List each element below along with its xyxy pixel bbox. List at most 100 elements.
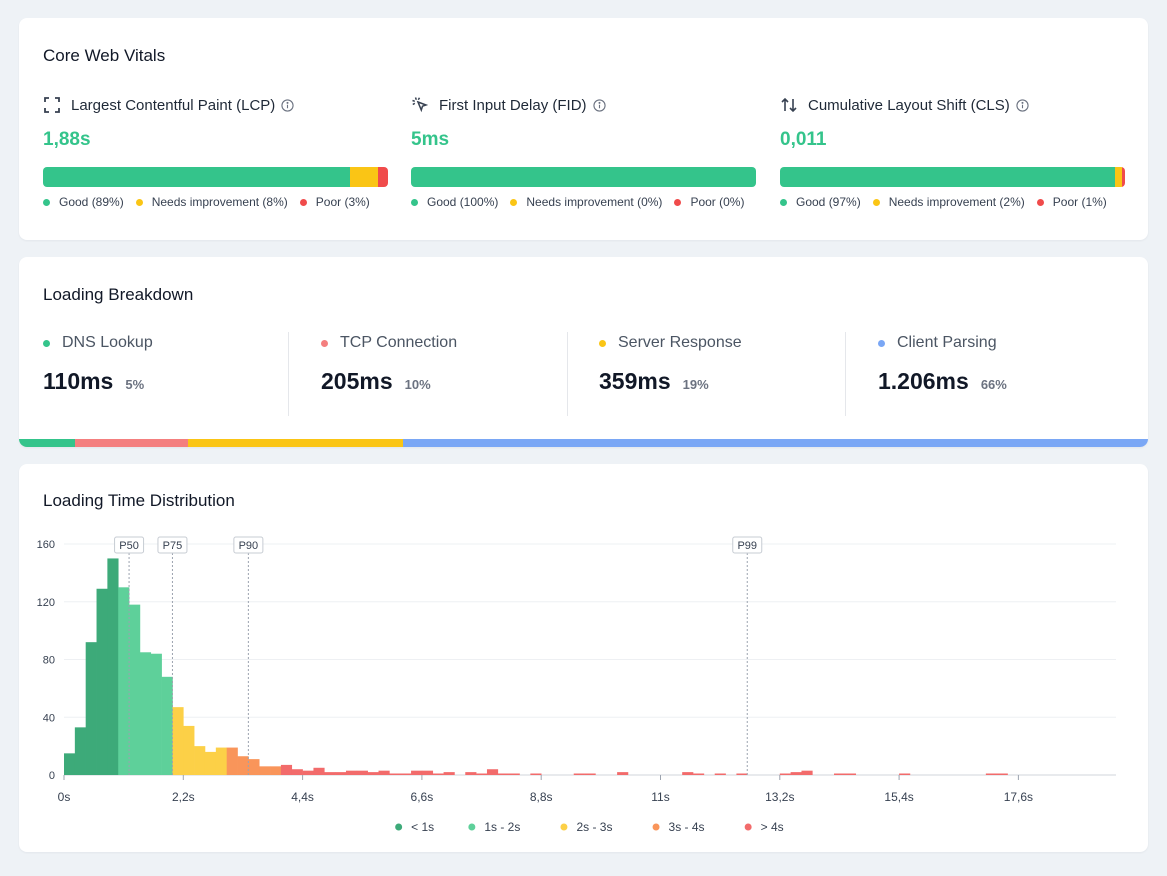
histogram-bar bbox=[302, 770, 314, 775]
legend-label: Poor (0%) bbox=[690, 195, 745, 209]
legend-label: Poor (1%) bbox=[1052, 195, 1107, 209]
breakdown-bar-segment bbox=[19, 439, 76, 447]
x-tick-label: 2,2s bbox=[172, 790, 195, 804]
histogram-bar bbox=[356, 770, 368, 775]
vital-distribution-bar bbox=[411, 167, 756, 187]
histogram-bar bbox=[204, 751, 217, 775]
info-icon[interactable] bbox=[281, 98, 294, 112]
legend-dot bbox=[674, 198, 682, 206]
legend-label: Needs improvement (2%) bbox=[888, 195, 1025, 209]
breakdown-label: TCP Connection bbox=[340, 334, 458, 351]
y-tick-label: 80 bbox=[43, 655, 55, 667]
histogram-bar bbox=[411, 770, 423, 775]
info-icon[interactable] bbox=[1016, 98, 1029, 112]
x-tick-label: 13,2s bbox=[765, 790, 794, 804]
histogram-bar bbox=[139, 652, 152, 775]
legend-needs-improvement: Needs improvement (8%) bbox=[135, 195, 288, 209]
legend-label: Needs improvement (0%) bbox=[526, 195, 663, 209]
distribution-title: Loading Time Distribution bbox=[43, 491, 235, 510]
legend-label: Needs improvement (8%) bbox=[151, 195, 288, 209]
histogram-bar bbox=[682, 772, 694, 775]
legend-dot bbox=[135, 198, 143, 206]
vital-cls: Cumulative Layout Shift (CLS) 0,011 Good… bbox=[780, 94, 1125, 209]
histogram-bar bbox=[714, 773, 726, 775]
core-web-vitals-title: Core Web Vitals bbox=[43, 46, 166, 65]
histogram-bar bbox=[324, 772, 336, 775]
vital-bar-segment bbox=[411, 167, 756, 187]
histogram-bar bbox=[270, 766, 282, 775]
histogram-bar bbox=[107, 558, 119, 775]
vital-bar-segment bbox=[1114, 167, 1122, 187]
y-tick-label: 0 bbox=[49, 770, 55, 782]
y-tick-label: 120 bbox=[37, 597, 55, 609]
histogram-bar bbox=[226, 747, 238, 775]
histogram-bar bbox=[486, 769, 499, 775]
legend-label: 1s - 2s bbox=[484, 820, 520, 834]
crop-corners-icon bbox=[43, 96, 61, 114]
legend-poor: Poor (3%) bbox=[299, 195, 370, 209]
vital-bar-segment bbox=[377, 167, 388, 187]
histogram-bar bbox=[432, 773, 444, 775]
histogram-bar bbox=[172, 707, 184, 775]
legend-dot bbox=[872, 198, 880, 206]
vital-legend: Good (97%) Needs improvement (2%) Poor (… bbox=[780, 195, 1125, 209]
vital-legend: Good (100%) Needs improvement (0%) Poor … bbox=[411, 195, 756, 209]
vital-name: Cumulative Layout Shift (CLS) bbox=[808, 96, 1010, 114]
loading-breakdown-card: Loading Breakdown DNS Lookup 110ms 5% TCP… bbox=[19, 257, 1148, 447]
info-icon[interactable] bbox=[592, 98, 606, 112]
legend-label: Good (100%) bbox=[427, 195, 499, 209]
legend-good: Good (100%) bbox=[411, 195, 498, 209]
breakdown-value: 110ms bbox=[43, 368, 114, 394]
breakdown-percent: 5% bbox=[125, 377, 145, 392]
vital-value: 1,88s bbox=[43, 129, 91, 150]
x-tick-label: 11s bbox=[651, 790, 669, 804]
vital-legend: Good (89%) Needs improvement (8%) Poor (… bbox=[43, 195, 388, 209]
histogram-bar bbox=[573, 773, 585, 775]
vital-distribution-bar bbox=[780, 167, 1125, 187]
legend-dot bbox=[744, 823, 752, 831]
legend-needs-improvement: Needs improvement (2%) bbox=[872, 195, 1025, 209]
legend-label: Poor (3%) bbox=[315, 195, 370, 209]
histogram-bar bbox=[465, 772, 477, 775]
histogram-bar bbox=[345, 770, 358, 775]
legend-dot bbox=[560, 823, 568, 831]
vital-value: 0,011 bbox=[780, 129, 827, 150]
histogram-bar bbox=[313, 767, 325, 775]
histogram-bar bbox=[530, 773, 542, 775]
breakdown-percent: 66% bbox=[980, 377, 1007, 392]
legend-label: 2s - 3s bbox=[576, 820, 612, 834]
histogram-bar bbox=[335, 772, 347, 775]
histogram-bar bbox=[476, 773, 488, 775]
histogram-bar bbox=[508, 773, 520, 775]
histogram-bar bbox=[801, 770, 813, 775]
histogram-bar bbox=[183, 725, 195, 775]
breakdown-value: 359ms bbox=[599, 368, 671, 394]
histogram-bar bbox=[497, 773, 509, 775]
breakdown-stacked-bar bbox=[19, 439, 1148, 447]
legend-label: Good (89%) bbox=[59, 195, 124, 209]
histogram-bar bbox=[85, 642, 97, 775]
histogram-bar bbox=[280, 764, 293, 775]
breakdown-dot bbox=[43, 339, 50, 347]
histogram-bar bbox=[736, 773, 748, 775]
histogram-bar bbox=[259, 766, 271, 775]
histogram-bar bbox=[96, 588, 108, 775]
legend-dot bbox=[411, 198, 418, 206]
legend-label: 3s - 4s bbox=[669, 820, 705, 834]
vital-bar-segment bbox=[780, 167, 1115, 187]
legend-dot bbox=[43, 198, 50, 206]
legend-good: Good (97%) bbox=[780, 195, 861, 209]
histogram-bar bbox=[118, 587, 130, 775]
histogram-bar bbox=[389, 773, 401, 775]
loading-breakdown-title: Loading Breakdown bbox=[43, 285, 194, 304]
vital-lcp: Largest Contentful Paint (LCP) 1,88s Goo… bbox=[43, 94, 388, 209]
histogram-bar bbox=[844, 773, 857, 775]
y-tick-label: 160 bbox=[37, 539, 55, 551]
histogram-bar bbox=[248, 759, 260, 775]
x-tick-label: 8,8s bbox=[530, 790, 553, 804]
percentile-label: P75 bbox=[163, 540, 183, 552]
legend-label: > 4s bbox=[761, 820, 784, 834]
histogram-bar bbox=[584, 773, 596, 775]
histogram-bar bbox=[996, 773, 1008, 775]
legend-dot bbox=[510, 198, 518, 206]
